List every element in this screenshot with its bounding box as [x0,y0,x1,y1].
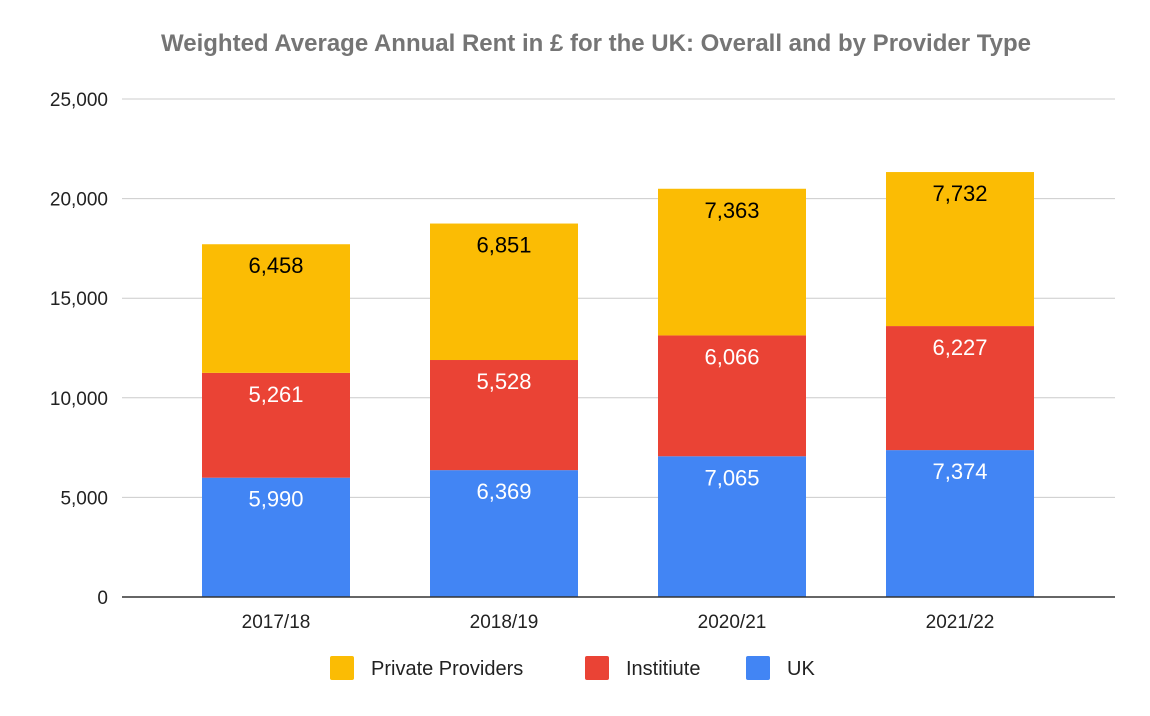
legend-label: Private Providers [371,658,523,680]
legend-swatch [330,656,354,680]
data-label: 5,261 [248,382,303,407]
y-tick-label: 0 [97,588,108,609]
bar-segment-private-providers [658,188,806,336]
y-tick-label: 25,000 [50,90,108,111]
x-tick-label: 2020/21 [698,612,767,633]
bar-segment-institiute [202,372,350,478]
data-label: 6,227 [932,335,987,360]
legend-swatch [746,656,770,680]
y-tick-label: 20,000 [50,190,108,211]
data-label: 6,369 [476,479,531,504]
bar-segment-uk [430,470,578,597]
bar-segment-private-providers [202,244,350,373]
chart-title: Weighted Average Annual Rent in £ for th… [161,30,1031,57]
data-label: 7,374 [932,459,987,484]
x-tick-label: 2018/19 [470,612,539,633]
x-tick-label: 2017/18 [242,612,311,633]
bar-segment-institiute [658,335,806,457]
data-label: 5,990 [248,487,303,512]
y-tick-label: 10,000 [50,389,108,410]
legend-label: Institiute [626,658,700,680]
bar-segment-private-providers [886,172,1034,327]
y-tick-label: 15,000 [50,289,108,310]
data-label: 7,732 [932,181,987,206]
bar-segment-private-providers [430,223,578,361]
data-label: 7,065 [704,465,759,490]
data-label: 6,851 [476,233,531,258]
bar-segment-uk [202,477,350,597]
bar-segment-uk [886,450,1034,597]
legend-label: UK [787,658,815,680]
data-label: 6,066 [704,344,759,369]
bar-segment-uk [658,456,806,597]
data-label: 6,458 [248,253,303,278]
data-label: 5,528 [476,369,531,394]
y-tick-label: 5,000 [60,488,108,509]
bar-segment-institiute [430,360,578,471]
legend-swatch [585,656,609,680]
data-label: 7,363 [704,198,759,223]
x-tick-label: 2021/22 [926,612,995,633]
bar-segment-institiute [886,326,1034,451]
